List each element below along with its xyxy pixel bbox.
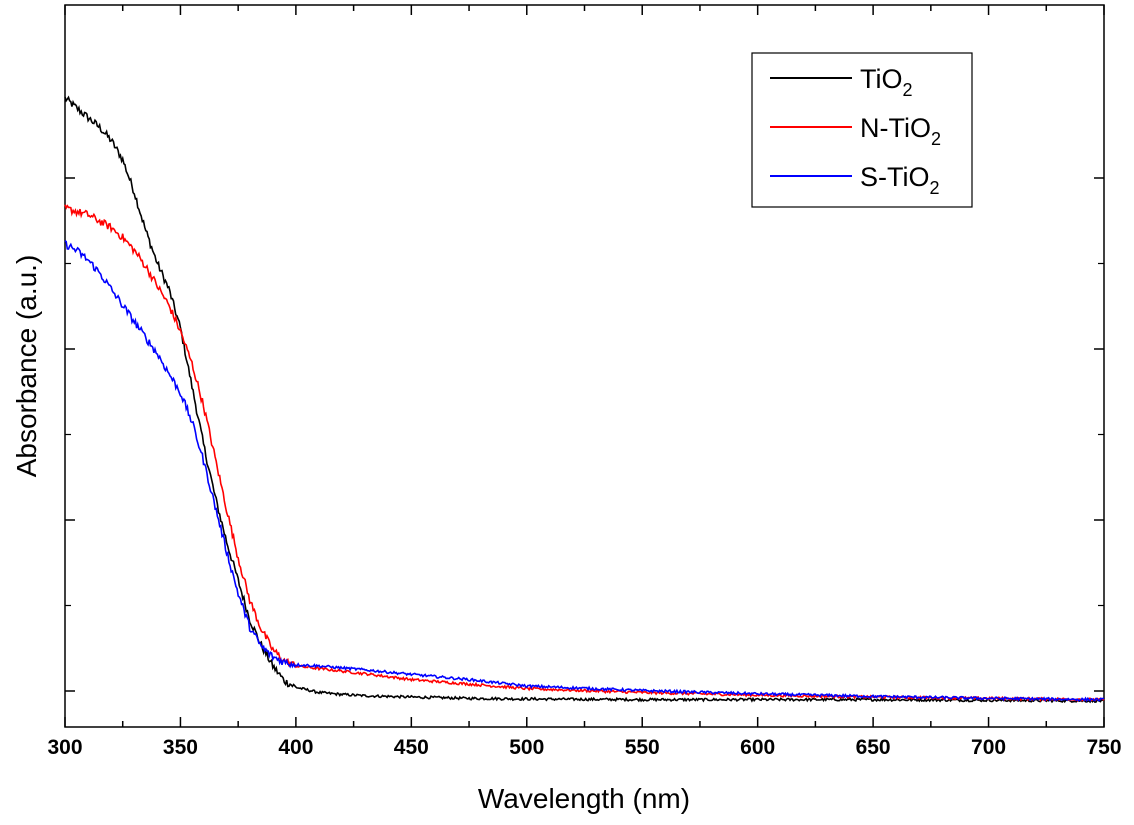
x-tick-label: 600 [740, 736, 775, 759]
x-tick-label: 350 [163, 736, 198, 759]
x-axis-title: Wavelength (nm) [478, 783, 690, 814]
x-tick-label: 650 [856, 736, 891, 759]
x-tick-label: 450 [394, 736, 429, 759]
x-tick-label: 700 [971, 736, 1006, 759]
x-tick-label: 300 [47, 736, 82, 759]
y-axis-title: Absorbance (a.u.) [11, 255, 42, 478]
data-series [64, 95, 1105, 704]
series-line-tio2 [64, 95, 1105, 704]
x-tick-label: 400 [278, 736, 313, 759]
legend-label: S-TiO2 [860, 162, 940, 198]
series-line-s-tio2 [64, 240, 1105, 703]
legend-label: TiO2 [860, 64, 913, 100]
x-tick-label: 750 [1086, 736, 1121, 759]
legend: TiO2 N-TiO2 S-TiO2 [751, 52, 973, 208]
x-tick-label: 550 [625, 736, 660, 759]
x-tick-labels: 300 350 400 450 500 550 600 650 700 750 [47, 736, 1121, 759]
legend-label: N-TiO2 [860, 113, 941, 149]
x-tick-label: 500 [509, 736, 544, 759]
axis-ticks [64, 5, 1105, 727]
